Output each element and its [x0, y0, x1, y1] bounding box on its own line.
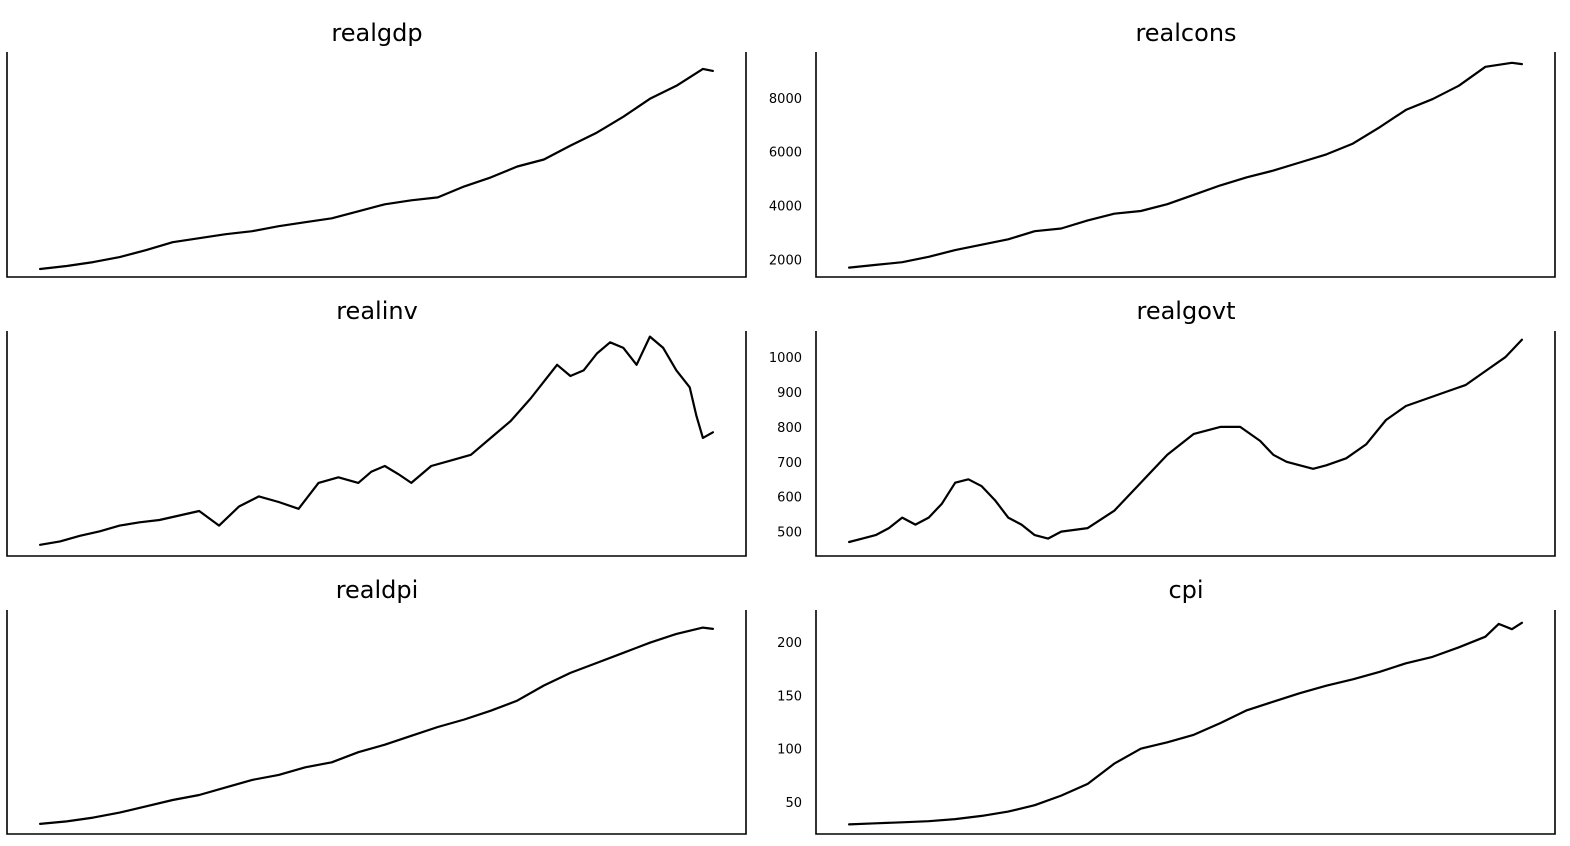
panel-cpi: cpi 50 100 150 200 [777, 576, 1556, 835]
series-line [848, 338, 1523, 544]
axes [815, 52, 1556, 278]
series-line [39, 335, 714, 546]
y-tick-label: 4000 [769, 200, 802, 215]
panel-realgdp: realgdp [6, 19, 747, 278]
panel-title: realgdp [331, 19, 422, 47]
y-tick-label: 700 [777, 456, 802, 471]
panel-title: realinv [336, 297, 418, 325]
axes [6, 52, 747, 278]
series-group [39, 335, 714, 546]
y-tick-label: 1000 [769, 351, 802, 366]
series-group [848, 621, 1523, 826]
y-ticks: 500 600 700 800 900 1000 [769, 351, 802, 540]
panel-title: cpi [1168, 576, 1203, 604]
y-tick-label: 800 [777, 421, 802, 436]
y-tick-label: 600 [777, 491, 802, 506]
series-group [39, 626, 714, 825]
series-group [39, 67, 714, 271]
panel-title: realcons [1135, 19, 1236, 47]
y-ticks: 50 100 150 200 [777, 636, 802, 811]
y-tick-label: 900 [777, 386, 802, 401]
y-tick-label: 50 [785, 796, 802, 811]
axes [6, 610, 747, 835]
y-tick-label: 100 [777, 743, 802, 758]
series-group [848, 61, 1523, 269]
axis-spines [815, 610, 1556, 835]
series-line [39, 67, 714, 271]
y-tick-label: 2000 [769, 253, 802, 268]
series-line [848, 61, 1523, 269]
axis-spines [815, 331, 1556, 557]
series-line [39, 626, 714, 825]
axes [6, 331, 747, 557]
panel-realgovt: realgovt 500 600 700 800 900 1000 [769, 297, 1556, 557]
series-group [848, 338, 1523, 544]
y-tick-label: 200 [777, 636, 802, 651]
panel-realinv: realinv [6, 297, 747, 557]
panel-title: realdpi [336, 576, 419, 604]
axis-spines [6, 331, 747, 557]
y-tick-label: 500 [777, 526, 802, 541]
panel-title: realgovt [1136, 297, 1235, 325]
y-tick-label: 8000 [769, 92, 802, 107]
panel-realdpi: realdpi [6, 576, 747, 835]
y-tick-label: 150 [777, 689, 802, 704]
y-tick-label: 6000 [769, 146, 802, 161]
series-line [848, 621, 1523, 826]
y-ticks: 2000 4000 6000 8000 [769, 92, 802, 269]
axes [815, 331, 1556, 557]
axes [815, 610, 1556, 835]
axis-spines [6, 610, 747, 835]
axis-spines [815, 52, 1556, 278]
axis-spines [6, 52, 747, 278]
panel-realcons: realcons 2000 4000 6000 8000 [769, 19, 1556, 278]
